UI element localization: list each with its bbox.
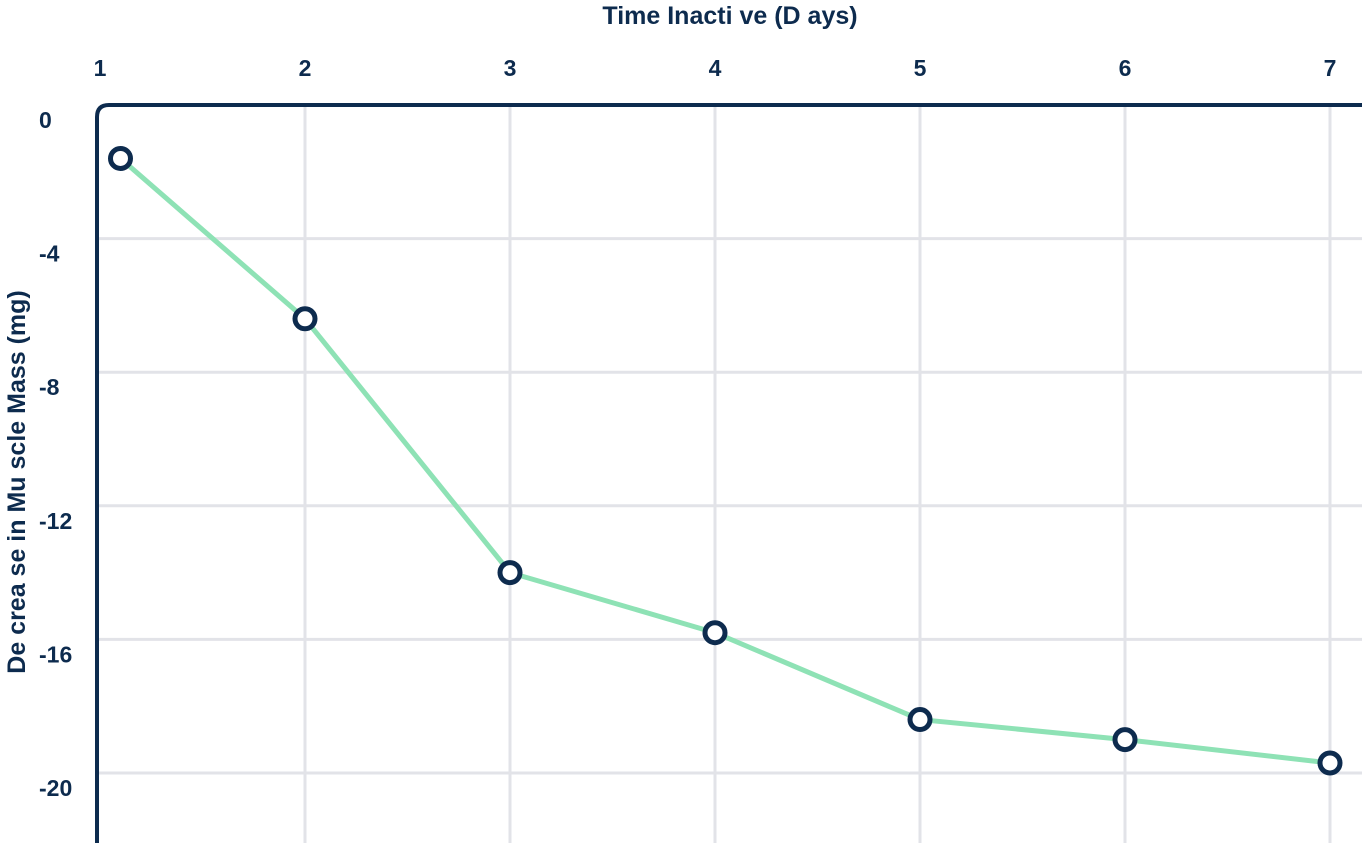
series-line: [118, 155, 1333, 766]
y-tick-label: 0: [39, 107, 52, 133]
x-axis-title: Time Inacti ve (D ays): [602, 2, 857, 30]
y-tick-label: -8: [39, 374, 60, 400]
y-tick-label: -12: [39, 508, 72, 534]
y-axis-ticks: 0 -4 -8 -12 -16 -20: [39, 107, 72, 801]
x-tick-label: 1: [94, 55, 107, 81]
data-point: [907, 707, 933, 733]
y-tick-label: -20: [39, 775, 72, 801]
data-point: [1317, 750, 1343, 776]
x-tick-label: 7: [1324, 55, 1337, 81]
y-tick-label: -16: [39, 641, 72, 667]
data-point: [108, 145, 133, 171]
x-tick-label: 4: [709, 55, 722, 81]
plot-frame: [95, 103, 1362, 843]
data-point: [292, 306, 318, 332]
y-tick-label: -4: [39, 241, 60, 267]
data-point: [497, 560, 523, 586]
x-tick-label: 2: [299, 55, 312, 81]
series-group: [108, 145, 1343, 776]
x-tick-label: 5: [914, 55, 927, 81]
x-axis-ticks: 1 2 3 4 5 6 7: [94, 55, 1337, 81]
x-tick-label: 3: [504, 55, 517, 81]
x-tick-label: 6: [1119, 55, 1132, 81]
grid: [97, 105, 1362, 843]
data-point: [1112, 727, 1138, 753]
data-point: [702, 620, 728, 646]
y-axis-title: De crea se in Mu scle Mass (mg): [3, 290, 31, 673]
